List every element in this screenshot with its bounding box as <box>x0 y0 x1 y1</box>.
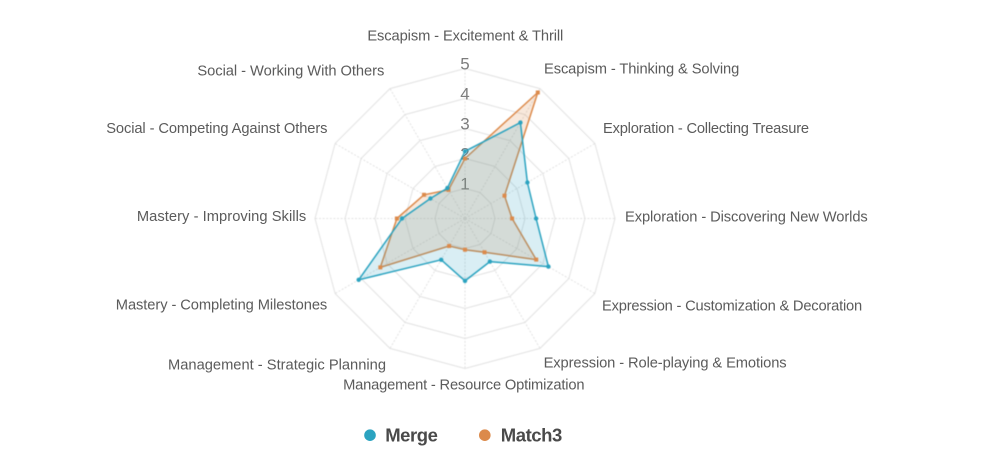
svg-text:Exploration - Collecting Treas: Exploration - Collecting Treasure <box>603 121 809 137</box>
svg-text:Expression - Role-playing & Em: Expression - Role-playing & Emotions <box>544 356 787 372</box>
svg-text:Social - Working With Others: Social - Working With Others <box>197 63 384 79</box>
svg-text:2: 2 <box>460 145 469 164</box>
svg-text:Expression - Customization & D: Expression - Customization & Decoration <box>602 299 862 315</box>
svg-text:Exploration - Discovering New: Exploration - Discovering New Worlds <box>625 209 868 225</box>
svg-text:Merge: Merge <box>385 425 437 446</box>
svg-text:Escapism - Thinking & Solving: Escapism - Thinking & Solving <box>544 62 739 78</box>
svg-text:Management - Resource Optimiza: Management - Resource Optimization <box>343 377 584 393</box>
svg-text:Mastery - Completing Milestone: Mastery - Completing Milestones <box>116 297 327 313</box>
svg-text:Mastery - Improving Skills: Mastery - Improving Skills <box>137 209 306 225</box>
svg-text:Management - Strategic Plannin: Management - Strategic Planning <box>168 357 386 373</box>
svg-text:1: 1 <box>460 175 469 194</box>
svg-text:4: 4 <box>460 85 469 104</box>
svg-text:Social - Competing Against Oth: Social - Competing Against Others <box>106 121 327 137</box>
svg-text:3: 3 <box>460 115 469 134</box>
svg-text:Match3: Match3 <box>501 425 562 446</box>
svg-text:Escapism - Excitement & Thrill: Escapism - Excitement & Thrill <box>367 29 563 45</box>
svg-text:5: 5 <box>460 55 469 74</box>
